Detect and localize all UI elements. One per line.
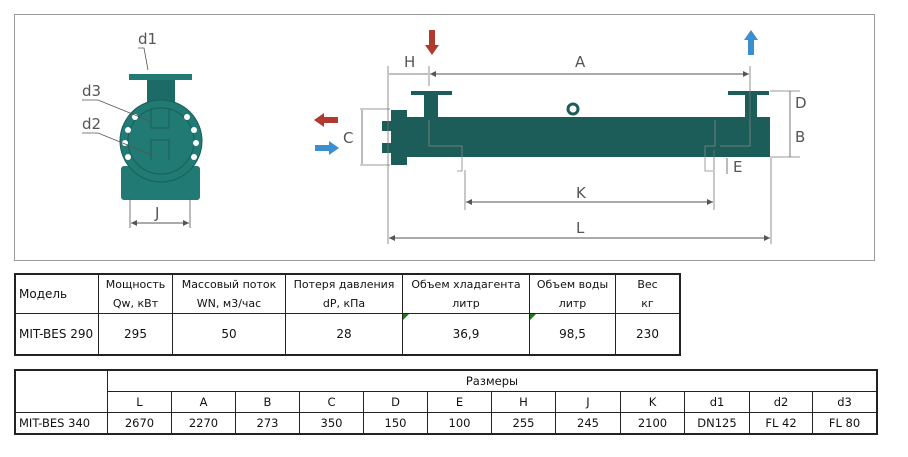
label-L: L bbox=[576, 219, 585, 237]
column-header-E: E bbox=[427, 391, 492, 413]
column-header-d3: d3 bbox=[812, 391, 878, 413]
cell-refrigerant-volume: 36,9 bbox=[402, 313, 530, 356]
header-pressure-drop: Потеря давления bbox=[285, 274, 403, 294]
header-flow: Массовый поток bbox=[172, 274, 286, 294]
column-header-d1: d1 bbox=[684, 391, 750, 413]
label-d2: d2 bbox=[82, 115, 101, 133]
water-out-arrow-icon bbox=[314, 113, 338, 127]
cell-J: 245 bbox=[555, 412, 621, 435]
cell-E: 100 bbox=[427, 412, 492, 435]
cell-C: 350 bbox=[299, 412, 364, 435]
label-B: B bbox=[795, 128, 805, 146]
cell-flow: 50 bbox=[172, 313, 286, 356]
refrigerant-in-arrow-icon bbox=[425, 30, 439, 55]
unit-water-volume: литр bbox=[529, 294, 616, 314]
performance-table: Модель Мощность Массовый поток Потеря да… bbox=[14, 273, 681, 356]
column-header-L: L bbox=[107, 391, 172, 413]
header-capacity: Мощность bbox=[98, 274, 173, 294]
column-header-B: B bbox=[235, 391, 300, 413]
column-header-D: D bbox=[363, 391, 428, 413]
column-header-d2: d2 bbox=[749, 391, 813, 413]
header-water-volume: Объем воды bbox=[529, 274, 616, 294]
label-d1: d1 bbox=[138, 30, 157, 48]
column-header-J: J bbox=[555, 391, 621, 413]
label-E: E bbox=[733, 158, 742, 176]
label-D: D bbox=[795, 94, 807, 112]
unit-pressure-drop: dP, кПа bbox=[285, 294, 403, 314]
end-view: d1 d3 d2 J bbox=[82, 30, 203, 228]
blank-cell bbox=[14, 369, 108, 413]
header-model: Модель bbox=[14, 274, 99, 314]
water-in-arrow-icon bbox=[315, 141, 339, 155]
label-A: A bbox=[575, 53, 586, 71]
unit-flow: WN, м3/час bbox=[172, 294, 286, 314]
cell-capacity: 295 bbox=[98, 313, 173, 356]
cell-pressure-drop: 28 bbox=[285, 313, 403, 356]
header-weight: Вес bbox=[615, 274, 681, 294]
cell-d1: DN125 bbox=[684, 412, 750, 435]
cell-d2: FL 42 bbox=[749, 412, 813, 435]
cell-d3: FL 80 bbox=[812, 412, 878, 435]
unit-refrigerant-volume: литр bbox=[402, 294, 530, 314]
column-header-A: A bbox=[171, 391, 236, 413]
cell-B: 273 bbox=[235, 412, 300, 435]
column-header-C: C bbox=[299, 391, 364, 413]
label-d3: d3 bbox=[82, 82, 101, 100]
cell-A: 2270 bbox=[171, 412, 236, 435]
label-H: H bbox=[404, 53, 415, 71]
column-header-K: K bbox=[620, 391, 685, 413]
cell-L: 2670 bbox=[107, 412, 172, 435]
cell-K: 2100 bbox=[620, 412, 685, 435]
header-refrigerant-volume: Объем хладагента bbox=[402, 274, 530, 294]
refrigerant-out-arrow-icon bbox=[744, 30, 758, 55]
cell-weight: 230 bbox=[615, 313, 681, 356]
dimensions-header: Размеры bbox=[107, 369, 878, 392]
label-K: K bbox=[576, 184, 587, 202]
unit-capacity: Qw, кВт bbox=[98, 294, 173, 314]
label-C: C bbox=[343, 129, 353, 147]
table-row: MIT-BES 340 2670 2270 273 350 150 100 255 245 21… bbox=[14, 412, 878, 435]
cell-model: MIT-BES 290 bbox=[14, 313, 99, 356]
cell-model: MIT-BES 340 bbox=[14, 412, 108, 435]
cell-H: 255 bbox=[491, 412, 556, 435]
column-header-H: H bbox=[491, 391, 556, 413]
cell-D: 150 bbox=[363, 412, 428, 435]
table-row: MIT-BES 290 295 50 28 36,9 98,5 230 bbox=[14, 313, 681, 356]
cell-water-volume: 98,5 bbox=[529, 313, 616, 356]
side-view: H A C D B E K L bbox=[314, 30, 807, 244]
unit-weight: кг bbox=[615, 294, 681, 314]
label-J: J bbox=[154, 204, 159, 222]
heat-exchanger-diagram: d1 d3 d2 J H A C D B E K L bbox=[14, 14, 875, 261]
